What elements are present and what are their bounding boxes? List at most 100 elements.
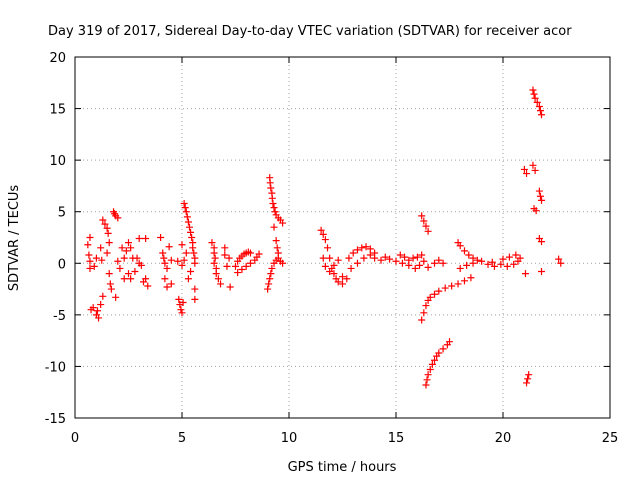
data-point [221, 251, 229, 259]
data-point [182, 249, 190, 257]
data-point [97, 244, 105, 252]
data-point [184, 275, 192, 283]
data-point [127, 275, 135, 283]
data-point [101, 220, 109, 228]
data-point [106, 280, 114, 288]
data-point [409, 254, 417, 262]
data-point [167, 256, 175, 264]
data-point [137, 261, 145, 269]
chart-title: Day 319 of 2017, Sidereal Day-to-day VTE… [48, 24, 572, 39]
y-tick-label: 20 [49, 51, 66, 66]
data-point [103, 249, 111, 257]
data-point [530, 90, 538, 98]
data-point [127, 244, 135, 252]
data-point [334, 278, 342, 286]
y-tick-label: 15 [49, 103, 66, 118]
grid [75, 57, 610, 418]
data-point [523, 170, 531, 178]
data-point [510, 260, 518, 268]
data-point [431, 290, 439, 298]
data-point [362, 243, 370, 251]
data-point [191, 295, 199, 303]
data-point [478, 257, 486, 265]
data-point [270, 204, 278, 212]
data-point [187, 228, 195, 236]
data-point [418, 251, 426, 259]
data-point [497, 260, 505, 268]
data-point [191, 259, 199, 267]
data-point [238, 265, 246, 273]
data-point [428, 360, 436, 368]
data-point [99, 292, 107, 300]
data-point [122, 247, 130, 255]
data-point [529, 161, 537, 169]
data-point [174, 257, 182, 265]
data-point [92, 254, 100, 262]
data-point [85, 251, 93, 259]
data-point [161, 275, 169, 283]
data-point [531, 166, 539, 174]
data-point [226, 283, 234, 291]
data-point [178, 241, 186, 249]
data-point [416, 261, 424, 269]
data-point [268, 264, 276, 272]
data-point [182, 208, 190, 216]
data-point [431, 356, 439, 364]
data-point [157, 234, 165, 241]
data-point [426, 366, 434, 374]
data-point [418, 316, 426, 324]
x-tick-label: 15 [388, 431, 405, 446]
data-point [473, 256, 481, 264]
x-tick-label: 0 [71, 431, 79, 446]
data-point [371, 254, 379, 262]
data-point [86, 264, 94, 272]
data-point [165, 243, 173, 251]
data-point [431, 259, 439, 267]
data-point [512, 251, 520, 259]
data-point [366, 245, 374, 253]
data-point [255, 250, 263, 258]
data-point [343, 275, 351, 283]
data-point [107, 285, 115, 293]
data-point [538, 238, 546, 246]
data-point [160, 254, 168, 262]
data-point [112, 293, 120, 301]
data-point [420, 309, 428, 317]
data-point [349, 249, 357, 257]
data-point [221, 244, 229, 252]
data-point [178, 261, 186, 269]
data-point [105, 270, 113, 278]
data-point [422, 302, 430, 310]
data-point [133, 254, 141, 262]
data-point [217, 280, 225, 288]
data-point [268, 194, 276, 202]
data-point [180, 256, 188, 264]
y-tick-label: -10 [45, 360, 66, 375]
data-point [265, 280, 273, 288]
x-tick-label: 25 [602, 431, 619, 446]
data-point [514, 257, 522, 265]
data-point [538, 268, 546, 276]
data-point [381, 253, 389, 261]
data-point [319, 254, 327, 262]
data-point [420, 257, 428, 265]
data-point [535, 103, 543, 111]
data-point [413, 253, 421, 261]
data-point [104, 229, 112, 237]
data-point [116, 264, 124, 272]
data-point [523, 379, 531, 387]
data-point [84, 241, 92, 249]
data-point [339, 273, 346, 281]
data-point [321, 262, 329, 270]
data-point [225, 254, 233, 262]
data-point [163, 283, 171, 291]
data-point [465, 251, 473, 259]
data-point [441, 284, 449, 292]
data-point [190, 249, 198, 257]
data-point [187, 268, 195, 276]
data-point [271, 208, 279, 216]
data-point [426, 293, 434, 301]
data-point [439, 259, 447, 267]
data-point [448, 282, 456, 290]
